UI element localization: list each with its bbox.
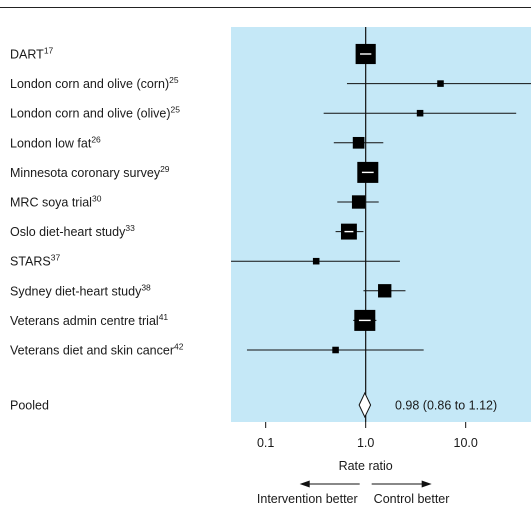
study-reference: 30 [92,194,102,204]
pooled-label: Pooled [10,399,49,413]
effect-box [378,284,392,298]
top-rule [0,7,531,8]
study-label: London low fat26 [10,134,101,150]
pooled-diamond [358,391,372,419]
favours-right-label: Control better [374,492,450,506]
study-label: MRC soya trial30 [10,194,102,210]
study-reference: 29 [160,164,170,174]
effect-box [332,346,339,354]
study-reference: 38 [141,282,151,292]
study-reference: 41 [159,312,169,322]
study-label: Veterans admin centre trial41 [10,312,168,328]
study-reference: 33 [125,223,135,233]
x-axis-label: Rate ratio [339,459,393,473]
study-label: Veterans diet and skin cancer42 [10,342,184,358]
effect-box [437,80,444,87]
effect-box [351,195,366,209]
effect-box [312,257,320,265]
study-label: Minnesota coronary survey29 [10,164,170,180]
plot-panel [231,27,531,422]
study-reference: 17 [44,46,54,56]
study-reference: 42 [174,342,184,352]
x-tick-label: 1.0 [357,436,374,450]
study-reference: 25 [171,105,181,115]
study-label: Oslo diet-heart study33 [10,223,135,239]
study-label: DART17 [10,46,54,62]
x-tick-label: 10.0 [454,436,478,450]
study-reference: 37 [51,253,61,263]
study-label: Sydney diet-heart study38 [10,282,151,298]
effect-box [416,109,424,117]
left-arrow-head [299,480,310,488]
x-tick-label: 0.1 [257,436,274,450]
study-reference: 25 [169,75,179,85]
study-label: London corn and olive (corn)25 [10,75,179,91]
study-label: London corn and olive (olive)25 [10,105,180,121]
pooled-estimate-text: 0.98 (0.86 to 1.12) [395,399,497,413]
study-label: STARS37 [10,253,60,269]
right-arrow-head [421,480,432,488]
study-reference: 26 [91,134,101,144]
effect-box [352,136,365,149]
favours-left-label: Intervention better [257,492,358,506]
